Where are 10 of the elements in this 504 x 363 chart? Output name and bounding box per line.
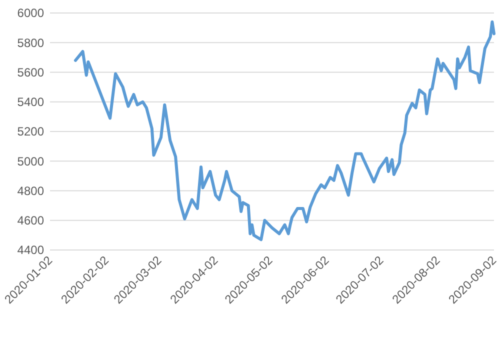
- y-tick-label: 4400: [17, 243, 44, 258]
- y-tick-label: 4800: [17, 184, 44, 198]
- y-tick-label: 5600: [17, 65, 44, 80]
- y-tick-label: 5000: [17, 154, 44, 168]
- y-tick-label: 6000: [17, 6, 44, 20]
- y-tick-label: 5400: [17, 95, 44, 110]
- y-tick-label: 5800: [17, 36, 44, 50]
- y-tick-label: 4600: [17, 214, 44, 228]
- line-series: [74, 20, 496, 242]
- y-tick-label: 5200: [17, 124, 44, 139]
